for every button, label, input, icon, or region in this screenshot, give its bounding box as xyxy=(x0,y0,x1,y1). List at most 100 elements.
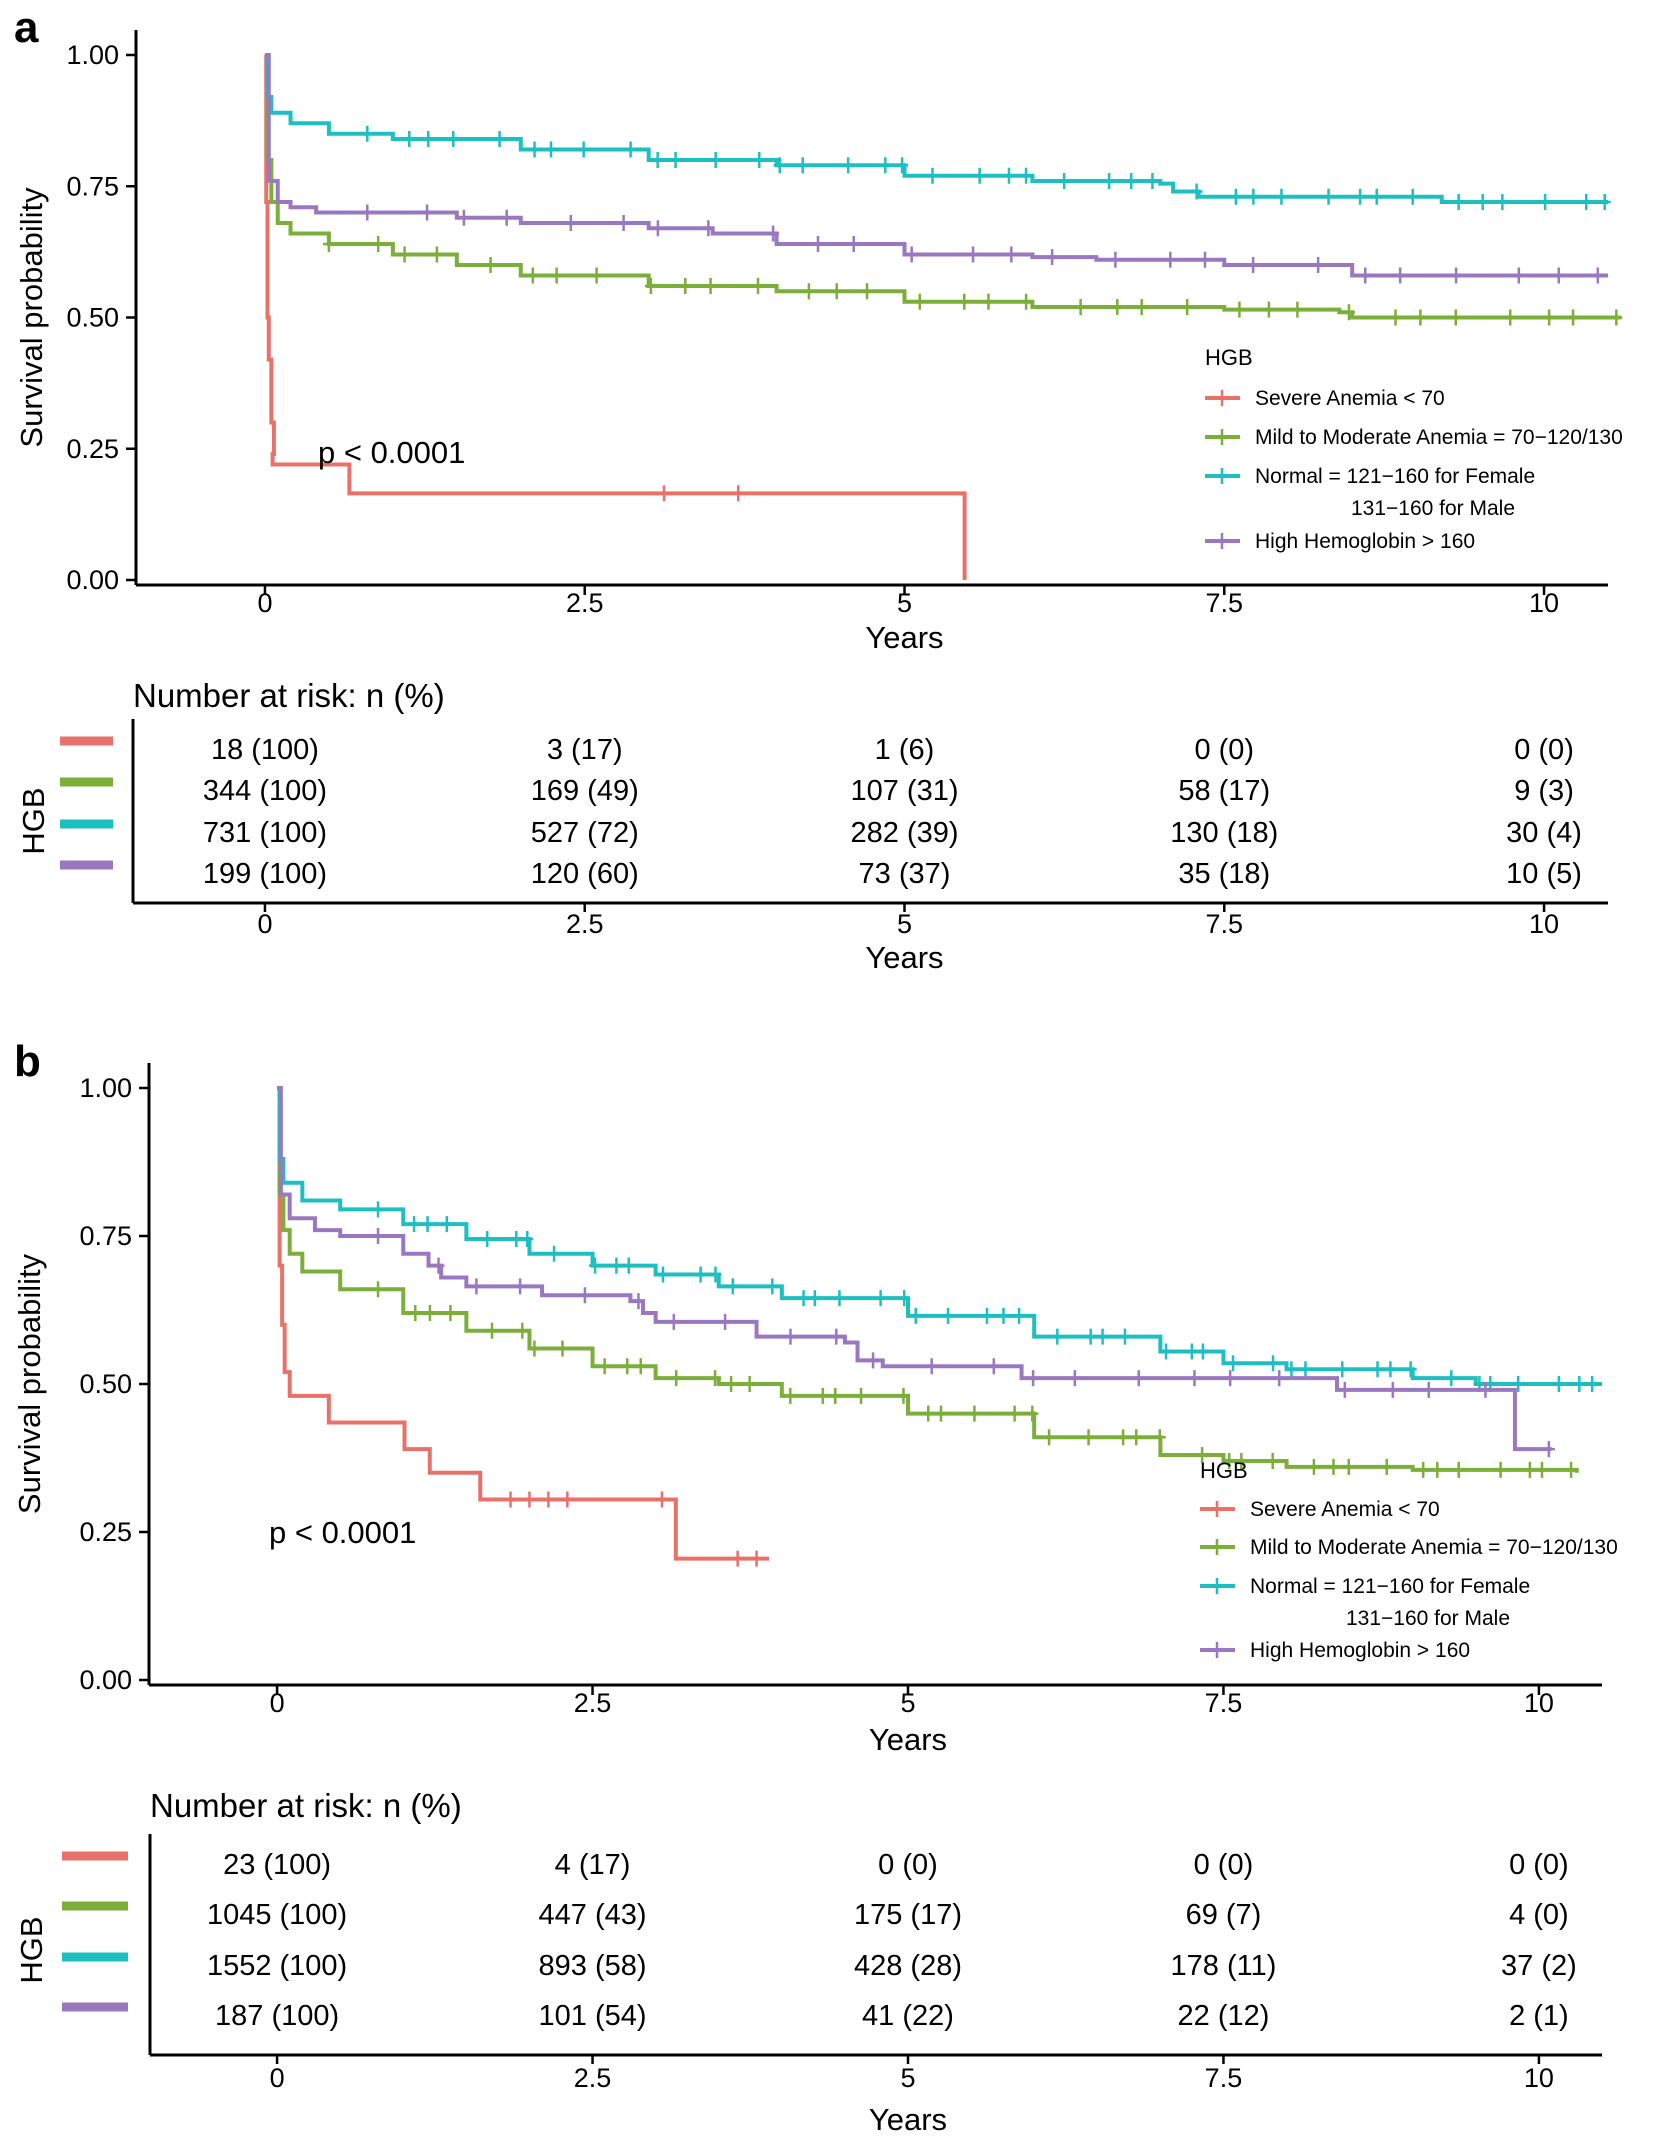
risk-table-title: Number at risk: n (%) xyxy=(133,677,445,714)
censor-mark-mild xyxy=(1327,1458,1340,1475)
risk-x-tick-label: 7.5 xyxy=(1205,909,1243,939)
censor-mark-high xyxy=(500,209,513,226)
censor-mark-normal xyxy=(1580,194,1593,210)
risk-cell: 58 (17) xyxy=(1178,775,1270,807)
risk-table: Number at risk: n (%) 23 (100) 4 (17) 0 (0)… xyxy=(14,1787,1602,2137)
censor-mark-mild xyxy=(1020,293,1033,310)
censor-mark-mild xyxy=(1043,1429,1056,1446)
censor-mark-normal xyxy=(1227,1355,1240,1372)
censor-mark-normal xyxy=(1190,183,1203,200)
risk-cell: 428 (28) xyxy=(854,1950,962,1982)
risk-cell: 41 (22) xyxy=(862,2000,954,2032)
censor-mark-mild xyxy=(550,267,563,284)
risk-cell: 527 (72) xyxy=(531,817,639,849)
censor-mark-normal xyxy=(1196,1343,1209,1360)
risk-cell: 893 (58) xyxy=(539,1950,647,1982)
censor-mark-mild xyxy=(1233,301,1246,318)
censor-mark-high xyxy=(702,220,715,237)
censor-mark-normal xyxy=(1370,188,1383,205)
risk-x-tick-label: 5 xyxy=(900,2063,915,2093)
censor-mark-high xyxy=(1422,1381,1435,1398)
risk-x-tick-label: 10 xyxy=(1524,2063,1554,2093)
censor-mark-mild xyxy=(968,1405,981,1422)
censor-mark-mild xyxy=(816,1387,829,1404)
censor-mark-mild xyxy=(1414,309,1427,326)
censor-mark-mild xyxy=(322,236,335,252)
x-tick-label: 2.5 xyxy=(574,1688,612,1718)
censor-mark-high xyxy=(372,1228,385,1244)
censor-mark-high xyxy=(1046,249,1059,266)
censor-mark-normal xyxy=(709,1266,722,1283)
censor-mark-mild xyxy=(1567,309,1580,326)
censor-mark-normal xyxy=(403,131,416,147)
censor-mark-normal xyxy=(896,157,909,174)
x-tick-label: 2.5 xyxy=(566,588,604,618)
risk-cell: 18 (100) xyxy=(211,734,319,766)
y-axis-title: Survival probability xyxy=(12,1253,47,1514)
censor-mark-normal xyxy=(1125,173,1138,189)
censor-mark-mild xyxy=(1535,1461,1548,1478)
risk-cell: 1 (6) xyxy=(875,734,935,766)
censor-mark-normal xyxy=(408,1216,421,1233)
censor-mark-mild xyxy=(1008,1405,1021,1422)
censor-mark-high xyxy=(1591,267,1604,284)
censor-mark-normal xyxy=(773,157,786,174)
censor-mark-mild xyxy=(528,1340,541,1357)
x-tick-label: 10 xyxy=(1524,1688,1554,1718)
censor-mark-mild xyxy=(1342,1458,1355,1475)
censor-mark-normal xyxy=(481,1230,494,1247)
panel-label: a xyxy=(14,3,39,52)
censor-mark-mild xyxy=(934,1405,947,1422)
censor-mark-high xyxy=(651,220,664,237)
censor-mark-mild xyxy=(1417,1461,1430,1478)
censor-mark-mild xyxy=(752,278,765,294)
censor-mark-normal xyxy=(1267,1355,1280,1372)
censor-mark-normal xyxy=(808,1290,821,1307)
censor-mark-high xyxy=(925,1358,938,1375)
censor-mark-high xyxy=(564,215,577,231)
censor-mark-mild xyxy=(430,246,443,263)
censor-mark-normal xyxy=(1539,194,1552,210)
censor-mark-mild xyxy=(670,1370,683,1387)
censor-mark-mild xyxy=(743,1376,756,1392)
censor-mark-mild xyxy=(1223,1452,1236,1469)
censor-mark-mild xyxy=(725,1376,738,1392)
censor-mark-mild xyxy=(1494,1461,1507,1478)
censor-mark-normal xyxy=(1384,1361,1397,1378)
censor-mark-high xyxy=(1109,251,1122,268)
censor-mark-normal xyxy=(1354,188,1367,205)
censor-mark-high xyxy=(847,236,860,252)
censor-mark-mild xyxy=(1504,309,1517,326)
km-panel-b: b 0.00 0.25 0.50 0.75 1.00 0 2.5 5 7.5 10 Years Surv… xyxy=(12,1037,1618,2137)
censor-mark-high xyxy=(830,1328,843,1345)
x-tick-label: 5 xyxy=(897,588,912,618)
censor-mark-mild xyxy=(709,1370,722,1387)
censor-mark-high xyxy=(667,1313,680,1330)
risk-x-tick-label: 5 xyxy=(897,909,912,939)
censor-mark-normal xyxy=(1084,1328,1097,1345)
survival-curve-mild xyxy=(264,53,1621,320)
censor-mark-mild xyxy=(1380,1458,1393,1475)
y-axis-title: Survival probability xyxy=(14,187,49,448)
censor-mark-normal xyxy=(545,141,557,158)
risk-cell: 0 (0) xyxy=(1194,734,1254,766)
censor-mark-high xyxy=(1450,267,1463,284)
censor-mark-high xyxy=(1394,267,1407,284)
risk-x-tick-label: 2.5 xyxy=(566,909,604,939)
censor-mark-mild xyxy=(1452,1461,1465,1478)
y-tick-label: 0.75 xyxy=(79,1221,132,1251)
censor-mark-mild xyxy=(372,236,385,252)
censor-mark-mild xyxy=(855,1387,868,1404)
censor-mark-normal xyxy=(1002,167,1015,184)
censor-mark-high xyxy=(719,1313,732,1330)
risk-cell: 175 (17) xyxy=(854,1899,962,1931)
censor-mark-normal xyxy=(1247,188,1260,205)
censor-mark-high xyxy=(905,246,918,263)
censor-mark-high xyxy=(967,246,980,263)
risk-cell: 73 (37) xyxy=(859,858,951,890)
censor-mark-mild xyxy=(556,1340,569,1357)
censor-mark-normal xyxy=(1452,194,1465,210)
x-tick-label: 0 xyxy=(257,588,272,618)
risk-cell: 178 (11) xyxy=(1171,1950,1277,1982)
